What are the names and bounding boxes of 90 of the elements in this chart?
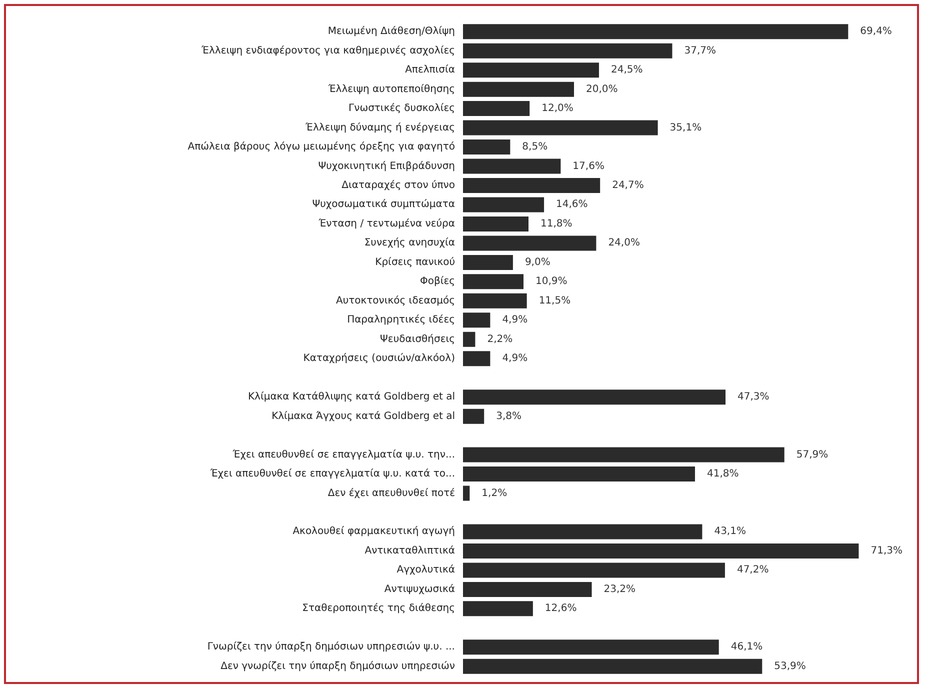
y-tick-label: Έλλειψη ενδιαφέροντος για καθημερινές ασχολίες [200,45,455,56]
bar [463,332,476,347]
bar [463,543,859,558]
bar [463,562,725,578]
y-tick-label: Δεν έχει απευθυνθεί ποτέ [328,488,455,499]
y-tick-label: Αντιψυχωσικά [384,584,456,595]
y-tick-label: Συνεχής ανησυχία [364,238,456,249]
bar [463,466,695,482]
y-tick-label: Έλλειψη αυτοπεποίθησης [327,84,455,95]
data-label: 35,1% [670,122,702,134]
bar [463,390,726,405]
y-tick-label: Ένταση / τεντωμένα νεύρα [318,218,456,230]
bar [463,640,719,655]
data-label: 11,5% [538,295,571,306]
bar [463,312,490,328]
y-tick-label: Φοβίες [420,276,455,288]
bar [463,408,484,424]
bar [463,140,510,155]
bar [463,197,544,212]
data-label: 3,8% [496,410,522,422]
bar [463,524,702,540]
bar [463,236,596,251]
bar [463,101,530,116]
data-label: 12,0% [542,103,574,114]
bar [463,254,513,270]
bar [463,486,470,501]
data-label: 57,9% [796,449,828,460]
y-tick-label: Μειωμένη Διάθεση/Θλίψη [328,26,455,38]
data-label: 8,5% [522,142,548,153]
bar [463,582,592,597]
y-tick-label: Κρίσεις πανικού [375,256,456,268]
bar [463,43,672,58]
y-tick-label: Ακολουθεί φαρμακευτική αγωγή [292,526,455,538]
bar [463,178,600,193]
y-tick-label: Σταθεροποιητές της διάθεσης [302,603,455,614]
data-label: 9,0% [524,256,550,268]
data-label: 23,2% [604,584,636,595]
y-tick-label: Αγχολυτικά [396,564,456,576]
data-label: 4,9% [502,353,528,364]
data-label: 24,7% [612,180,644,191]
bar [463,158,561,174]
y-tick-label: Κλίμακα Κατάθλιψης κατά Goldberg et al [248,392,455,403]
data-label: 24,0% [608,238,640,249]
bar [463,601,533,616]
bar [463,447,784,462]
bar [463,120,658,136]
data-label: 43,1% [714,526,746,538]
bar [463,82,574,97]
data-label: 14,6% [556,199,588,210]
bar [463,216,528,232]
y-tick-label: Καταχρήσεις (ουσιών/αλκόολ) [303,353,456,364]
data-label: 11,8% [540,218,572,230]
y-tick-label: Παραληρητικές ιδέες [347,314,455,326]
bar [463,658,762,674]
data-label: 71,3% [870,545,902,556]
bar [463,62,599,78]
data-label: 12,6% [544,603,577,614]
data-label: 1,2% [482,488,508,499]
y-tick-label: Έχει απευθυνθεί σε επαγγελματία ψ.υ. κατά το... [209,468,455,480]
y-tick-label: Γνωστικές δυσκολίες [348,103,455,114]
data-label: 2,2% [487,334,513,345]
data-label: 53,9% [774,660,806,672]
y-tick-label: Κλίμακα Άγχους κατά Goldberg et al [272,410,455,422]
y-tick-label: Απελπισία [405,64,456,76]
data-label: 24,5% [610,64,643,76]
y-tick-label: Έλλειψη δύναμης ή ενέργειας [304,122,455,134]
data-label: 41,8% [706,468,739,480]
data-label: 47,2% [736,564,769,576]
data-label: 47,3% [738,392,770,403]
y-tick-label: Ψυχοσωματικά συμπτώματα [312,199,456,210]
data-label: 10,9% [535,276,568,288]
bar [463,274,524,290]
data-label: 17,6% [572,160,604,172]
y-tick-label: Γνωρίζει την ύπαρξη δημόσιων υπηρεσιών ψ.υ. ... [207,642,455,653]
y-tick-label: Ψυχοκινητική Επιβράδυνση [318,160,455,172]
y-tick-label: Αυτοκτονικός ιδεασμός [336,295,455,306]
y-tick-label: Δεν γνωρίζει την ύπαρξη δημόσιων υπηρεσιών [220,660,456,672]
y-tick-label: Έχει απευθυνθεί σε επαγγελματία ψ.υ. την... [232,449,455,460]
bar [463,293,527,308]
y-tick-label: Απώλεια βάρους λόγω μειωμένης όρεξης για φαγητό [188,142,455,153]
y-tick-label: Διαταραχές στον ύπνο [342,180,455,191]
data-label: 37,7% [684,45,716,56]
data-label: 20,0% [586,84,618,95]
bar [463,24,848,40]
bar [463,351,490,366]
y-tick-label: Αντικαταθλιπτικά [364,545,456,556]
data-label: 69,4% [860,26,892,38]
data-label: 46,1% [730,642,763,653]
y-tick-label: Ψευδαισθήσεις [380,334,455,345]
data-label: 4,9% [502,314,528,326]
